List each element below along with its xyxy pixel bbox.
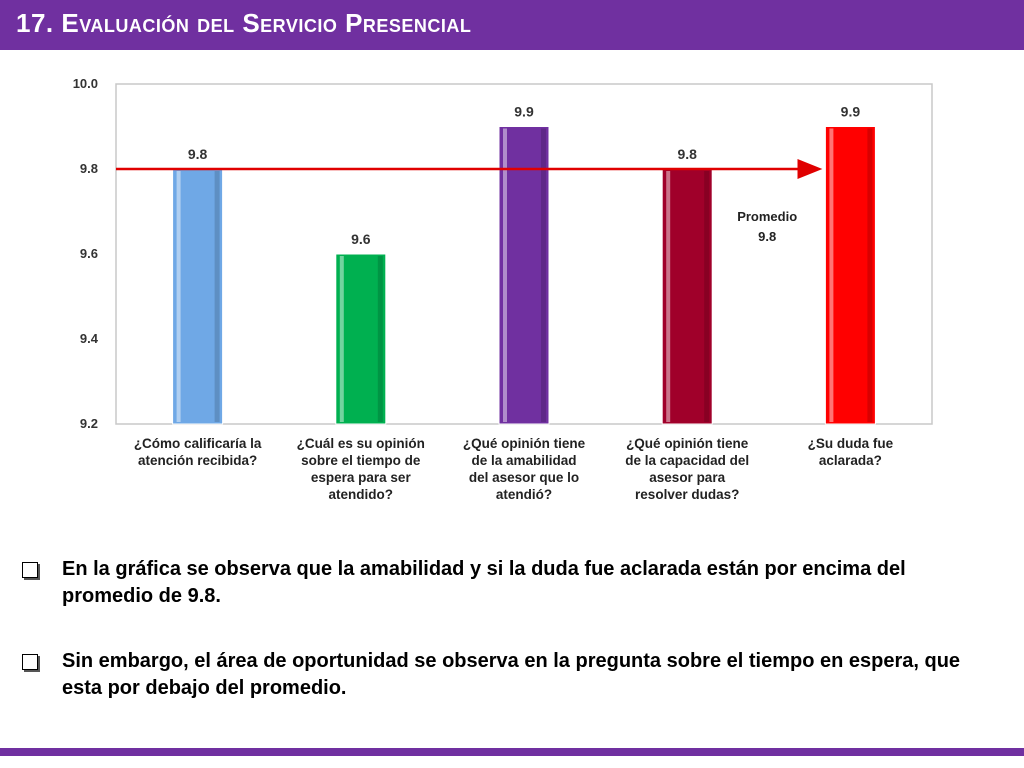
x-category-label: atendió? — [496, 487, 552, 502]
bar-shade — [541, 128, 546, 422]
bar-highlight — [503, 128, 507, 422]
bar-shade — [214, 171, 220, 422]
x-category-label: de la amabilidad — [471, 453, 576, 468]
bar-highlight — [339, 256, 344, 422]
bar-shade — [377, 256, 383, 422]
x-category-label: atención recibida? — [138, 453, 257, 468]
x-category-label: resolver dudas? — [635, 487, 739, 502]
bar-highlight — [666, 171, 671, 422]
y-tick-label: 9.8 — [80, 161, 98, 176]
y-tick-label: 9.6 — [80, 246, 98, 261]
bar — [824, 126, 876, 425]
bar-value-label: 9.6 — [351, 231, 371, 247]
bar-highlight — [829, 128, 834, 422]
bar-highlight — [176, 171, 181, 422]
checkbox-bullet-icon — [22, 654, 38, 670]
x-category-label: del asesor que lo — [469, 470, 579, 485]
x-category-label: sobre el tiempo de — [301, 453, 421, 468]
bar-shade — [704, 171, 710, 422]
y-tick-label: 9.4 — [80, 331, 99, 346]
average-label-value: 9.8 — [758, 229, 776, 244]
x-category-label: ¿Qué opinión tiene — [463, 436, 586, 451]
x-category-label: ¿Qué opinión tiene — [626, 436, 749, 451]
bullet-text: En la gráfica se observa que la amabilid… — [62, 558, 906, 607]
bullet-text: Sin embargo, el área de oportunidad se o… — [62, 650, 961, 699]
x-category-label: ¿Su duda fue — [808, 436, 894, 451]
title-bar: 17. Evaluación del Servicio Presencial — [0, 0, 1024, 50]
x-category-label: ¿Cuál es su opinión — [297, 436, 425, 451]
bar-value-label: 9.9 — [514, 104, 534, 120]
y-axis: 9.2 9.4 9.6 9.8 10.0 — [73, 76, 99, 431]
bar — [335, 253, 387, 425]
bullet-item: En la gráfica se observa que la amabilid… — [20, 556, 980, 610]
bar — [661, 168, 713, 425]
bar-value-label: 9.9 — [841, 104, 861, 120]
bar — [498, 126, 550, 425]
checkbox-bullet-icon — [22, 562, 38, 578]
average-label-title: Promedio — [737, 209, 797, 224]
bullet-list: En la gráfica se observa que la amabilid… — [20, 556, 980, 740]
y-tick-label: 9.2 — [80, 416, 98, 431]
bars-group — [172, 126, 876, 425]
bar — [172, 168, 224, 425]
value-labels: 9.8 9.6 9.9 9.8 9.9 — [188, 104, 860, 248]
x-category-label: aclarada? — [819, 453, 882, 468]
y-tick-label: 10.0 — [73, 76, 98, 91]
bottom-bar — [0, 748, 1024, 756]
x-category-label: espera para ser — [311, 470, 412, 485]
x-category-label: de la capacidad del — [625, 453, 749, 468]
x-category-label: asesor para — [649, 470, 725, 485]
bar-shade — [867, 128, 873, 422]
x-category-label: atendido? — [329, 487, 394, 502]
bullet-item: Sin embargo, el área de oportunidad se o… — [20, 648, 980, 702]
x-category-label: ¿Cómo calificaría la — [134, 436, 262, 451]
bar-value-label: 9.8 — [677, 146, 697, 162]
slide-title: 17. Evaluación del Servicio Presencial — [16, 8, 472, 38]
bar-chart: 9.2 9.4 9.6 9.8 10.0 9.8 9.6 9.9 9.8 9.9 ¿Cómo c… — [73, 76, 933, 502]
x-axis-labels: ¿Cómo calificaría la atención recibida? ¿C… — [134, 436, 894, 502]
bar-value-label: 9.8 — [188, 146, 208, 162]
